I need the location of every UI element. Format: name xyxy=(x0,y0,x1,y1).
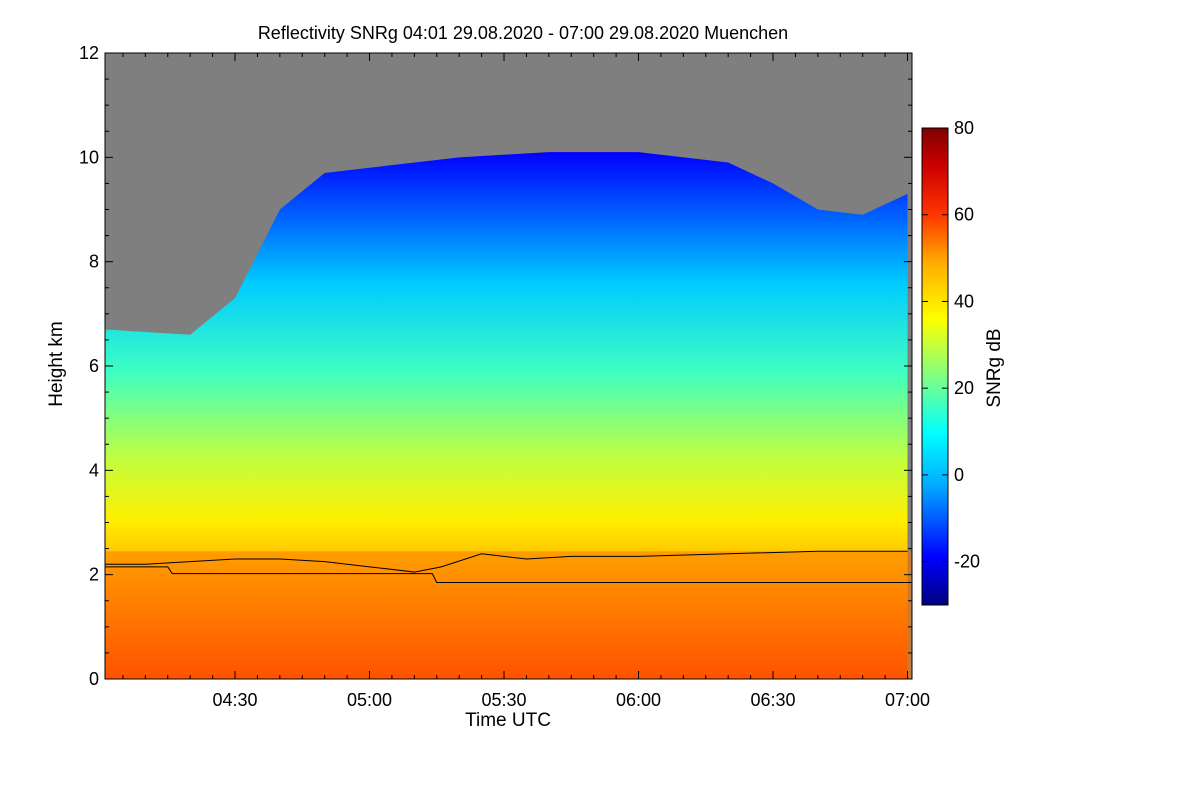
x-tick-label: 06:30 xyxy=(750,690,795,710)
heatmap-field xyxy=(105,53,912,679)
x-tick-label: 05:30 xyxy=(481,690,526,710)
x-axis-label: Time UTC xyxy=(465,710,551,731)
upper-boundary-line xyxy=(105,550,908,573)
colorbar-ticks: -20 0 20 40 60 80 xyxy=(922,118,980,572)
x-tick-label: 06:00 xyxy=(616,690,661,710)
signal-region xyxy=(105,152,908,679)
colorbar-tick-label: -20 xyxy=(954,552,980,572)
colorbar-tick-label: 0 xyxy=(954,465,964,485)
y-tick-label: 6 xyxy=(89,356,99,376)
x-tick-label: 05:00 xyxy=(347,690,392,710)
y-axis: 0 2 4 6 8 10 12 xyxy=(79,43,912,689)
y-tick-label: 8 xyxy=(89,252,99,272)
colorbar-tick-label: 60 xyxy=(954,205,974,225)
y-axis-label: Height km xyxy=(46,321,67,407)
y-tick-label: 4 xyxy=(89,460,99,480)
colorbar-tick-label: 80 xyxy=(954,118,974,138)
boundary-layer-band xyxy=(105,551,912,679)
y-tick-label: 10 xyxy=(79,147,99,167)
colorbar xyxy=(921,127,949,606)
colorbar-tick-label: 20 xyxy=(954,378,974,398)
chart-title: Reflectivity SNRg 04:01 29.08.2020 - 07:… xyxy=(258,23,788,43)
y-tick-label: 0 xyxy=(89,669,99,689)
y-tick-label: 12 xyxy=(79,43,99,63)
x-tick-label: 04:30 xyxy=(212,690,257,710)
x-axis: 04:30 05:00 05:30 06:00 06:30 07:00 xyxy=(122,53,930,710)
colorbar-tick-label: 40 xyxy=(954,291,974,311)
x-tick-label: 07:00 xyxy=(885,690,930,710)
lower-boundary-line xyxy=(105,566,912,583)
y-tick-label: 2 xyxy=(89,565,99,585)
colorbar-label: SNRg dB xyxy=(984,328,1005,407)
